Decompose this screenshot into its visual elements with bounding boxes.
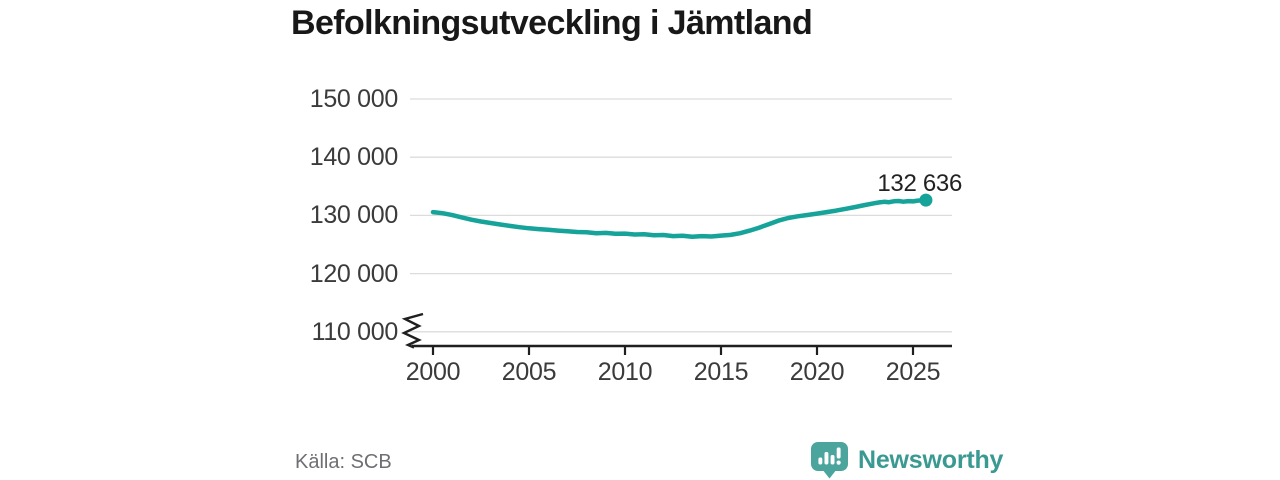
series-line (430, 197, 929, 239)
y-tick-label: 130 000 (309, 201, 399, 229)
x-tick-label: 2005 (501, 358, 557, 386)
y-tick-label: 120 000 (309, 260, 399, 288)
y-tick-label: 140 000 (309, 143, 399, 171)
bar-chart-glyph (818, 447, 841, 465)
chart-title: Befolkningsutveckling i Jämtland (291, 4, 813, 42)
x-tick-label: 2000 (405, 358, 461, 386)
end-point-dot (919, 193, 933, 207)
y-tick-label: 150 000 (309, 85, 399, 113)
axis-break-icon (401, 312, 424, 349)
x-tick-label: 2015 (693, 358, 749, 386)
x-tick-label: 2020 (789, 358, 845, 386)
newsworthy-icon (811, 442, 848, 479)
newsworthy-logo: Newsworthy (810, 441, 1003, 480)
x-tick-label: 2025 (885, 358, 941, 386)
y-tick-label: 110 000 (311, 318, 399, 346)
newsworthy-wordmark: Newsworthy (858, 446, 1004, 474)
latest-value-label: 132 636 (877, 170, 962, 197)
speech-bubble-shape (811, 442, 848, 479)
x-tick-label: 2010 (597, 358, 653, 386)
source-note: Källa: SCB (295, 451, 392, 473)
